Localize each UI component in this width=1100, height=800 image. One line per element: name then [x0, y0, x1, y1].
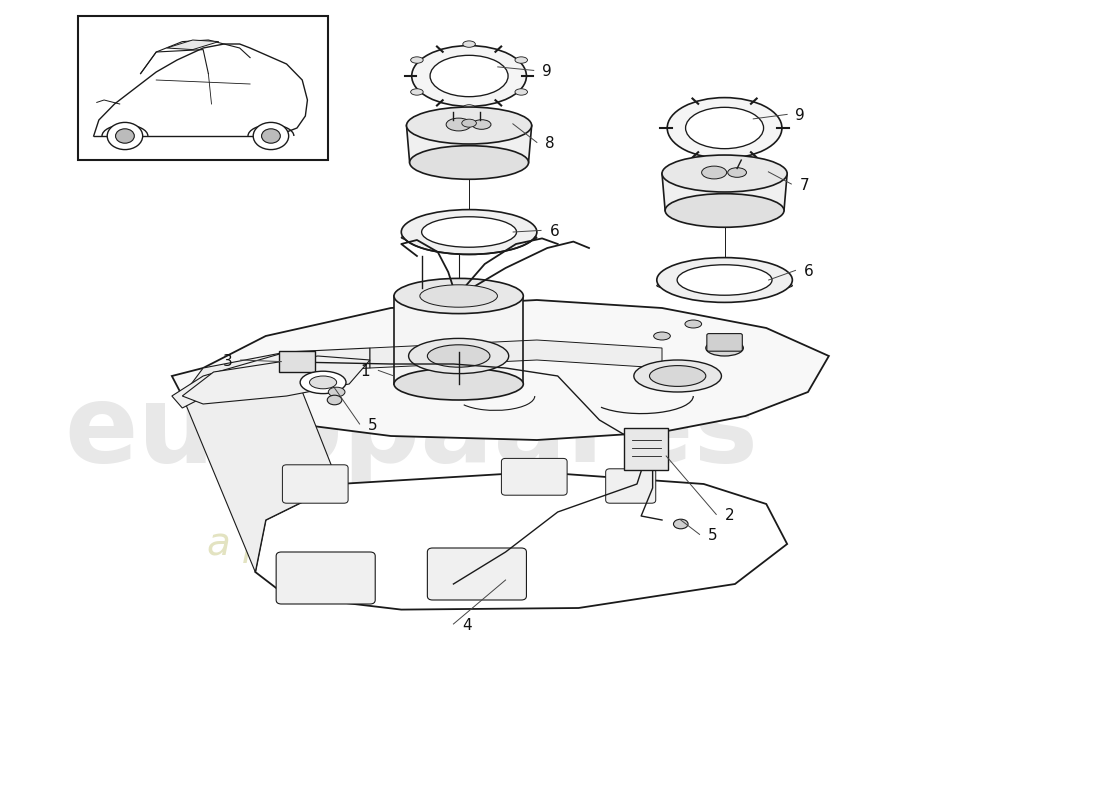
Ellipse shape	[649, 366, 706, 386]
Ellipse shape	[702, 166, 727, 179]
Ellipse shape	[407, 107, 531, 144]
Ellipse shape	[463, 105, 475, 111]
Polygon shape	[172, 348, 370, 408]
Ellipse shape	[653, 332, 670, 340]
Ellipse shape	[300, 371, 346, 394]
Text: 7: 7	[800, 178, 810, 193]
Ellipse shape	[408, 338, 508, 374]
Ellipse shape	[402, 210, 537, 254]
Ellipse shape	[428, 345, 490, 367]
Ellipse shape	[657, 258, 792, 302]
Text: a passion since 1985: a passion since 1985	[207, 525, 616, 563]
Polygon shape	[172, 300, 829, 440]
Polygon shape	[407, 124, 531, 164]
Text: 5: 5	[367, 418, 377, 433]
Text: 8: 8	[546, 137, 554, 151]
Ellipse shape	[394, 278, 524, 314]
FancyBboxPatch shape	[279, 351, 315, 372]
Ellipse shape	[430, 55, 508, 97]
FancyBboxPatch shape	[428, 548, 527, 600]
Text: 5: 5	[708, 529, 717, 543]
Text: 9: 9	[795, 109, 805, 123]
Ellipse shape	[472, 120, 491, 130]
Text: 6: 6	[549, 225, 559, 239]
Ellipse shape	[328, 387, 345, 397]
Ellipse shape	[685, 107, 763, 149]
FancyBboxPatch shape	[502, 458, 568, 495]
Ellipse shape	[673, 519, 689, 529]
Text: 6: 6	[804, 265, 814, 279]
Ellipse shape	[685, 320, 702, 328]
Ellipse shape	[447, 118, 471, 131]
Polygon shape	[183, 352, 339, 572]
Ellipse shape	[668, 98, 782, 158]
FancyBboxPatch shape	[606, 469, 656, 503]
Ellipse shape	[515, 57, 528, 63]
Text: europaares: europaares	[65, 379, 759, 485]
Polygon shape	[370, 340, 662, 368]
Text: 2: 2	[725, 509, 734, 523]
Ellipse shape	[410, 57, 424, 63]
Ellipse shape	[706, 340, 744, 356]
Ellipse shape	[515, 89, 528, 95]
FancyBboxPatch shape	[283, 465, 348, 503]
Circle shape	[116, 129, 134, 143]
Ellipse shape	[657, 280, 792, 291]
Polygon shape	[394, 296, 524, 384]
Ellipse shape	[728, 168, 747, 178]
Polygon shape	[255, 472, 788, 610]
Ellipse shape	[394, 368, 524, 400]
Ellipse shape	[463, 41, 475, 47]
Circle shape	[262, 129, 280, 143]
Polygon shape	[662, 172, 788, 212]
Ellipse shape	[634, 360, 722, 392]
Ellipse shape	[327, 395, 342, 405]
Text: 4: 4	[462, 618, 472, 633]
Text: 3: 3	[222, 354, 232, 369]
Circle shape	[107, 122, 143, 150]
FancyBboxPatch shape	[707, 334, 743, 351]
Ellipse shape	[411, 46, 527, 106]
Text: 1: 1	[361, 365, 370, 379]
Ellipse shape	[662, 155, 788, 192]
Ellipse shape	[410, 89, 424, 95]
Ellipse shape	[409, 146, 528, 179]
Ellipse shape	[666, 194, 784, 227]
FancyBboxPatch shape	[625, 428, 669, 470]
Polygon shape	[166, 40, 219, 50]
Text: 9: 9	[542, 65, 552, 79]
Ellipse shape	[309, 376, 337, 389]
Polygon shape	[183, 356, 370, 404]
Ellipse shape	[421, 217, 517, 247]
Ellipse shape	[420, 285, 497, 307]
FancyBboxPatch shape	[78, 16, 328, 160]
Ellipse shape	[678, 265, 772, 295]
Ellipse shape	[402, 232, 537, 243]
FancyBboxPatch shape	[276, 552, 375, 604]
Circle shape	[253, 122, 288, 150]
Ellipse shape	[462, 119, 476, 127]
